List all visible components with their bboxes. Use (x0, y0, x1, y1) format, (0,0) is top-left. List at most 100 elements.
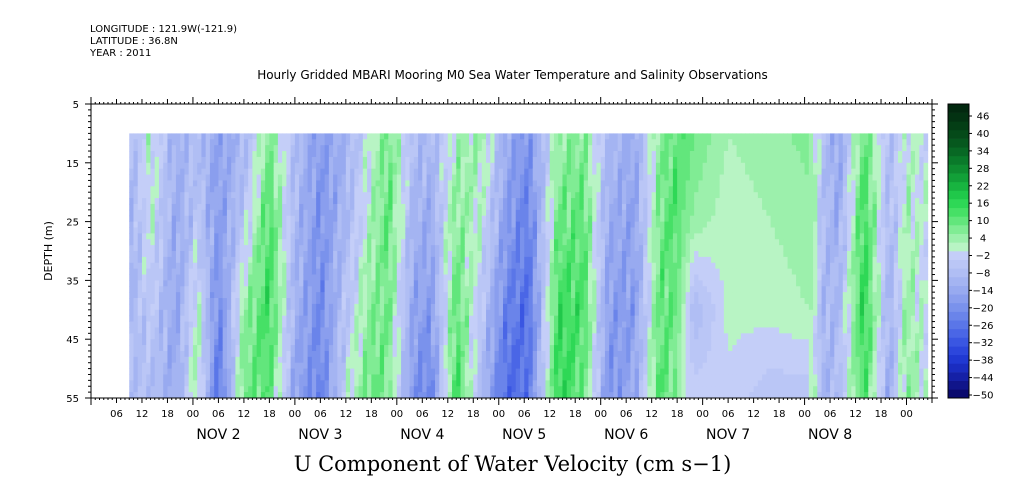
heatmap-cell (235, 151, 241, 158)
heatmap-cell (541, 356, 546, 364)
heatmap-cell (311, 180, 317, 187)
heatmap-cell (248, 145, 253, 152)
heatmap-cell (587, 286, 593, 293)
heatmap-cell (477, 386, 483, 393)
heatmap-cell (158, 151, 164, 158)
heatmap-cell (171, 256, 177, 264)
heatmap-cell (248, 133, 253, 140)
heatmap-cell (290, 345, 296, 352)
heatmap-cell (354, 180, 359, 187)
heatmap-cell (137, 251, 143, 258)
heatmap-cell (570, 151, 576, 158)
heatmap-cell (575, 374, 580, 381)
heatmap-cell (549, 168, 555, 175)
heatmap-cell (409, 333, 415, 340)
heatmap-cell (269, 192, 275, 199)
heatmap-cell (316, 180, 321, 187)
heatmap-cell (443, 268, 449, 275)
heatmap-cell (175, 221, 181, 228)
heatmap-cell (545, 192, 551, 199)
heatmap-cell (422, 168, 427, 175)
heatmap-cell (154, 192, 160, 199)
heatmap-cell (396, 156, 402, 164)
heatmap-cell (566, 145, 572, 152)
heatmap-cell (197, 374, 202, 381)
heatmap-cell (252, 209, 258, 217)
heatmap-cell (197, 192, 202, 199)
heatmap-cell (396, 392, 402, 398)
heatmap-cell (146, 239, 151, 246)
heatmap-cell (481, 392, 487, 398)
heatmap-cell (214, 303, 219, 311)
heatmap-cell (294, 156, 300, 164)
heatmap-cell (358, 203, 364, 211)
heatmap-cell (392, 262, 398, 270)
heatmap-cell (511, 286, 517, 293)
heatmap-cell (294, 321, 300, 328)
heatmap-cell (562, 303, 568, 311)
heatmap-cell (592, 274, 597, 281)
heatmap-cell (350, 262, 355, 270)
heatmap-cell (575, 209, 580, 217)
heatmap-cell (307, 151, 313, 158)
heatmap-cell (494, 162, 500, 170)
heatmap-cell (214, 392, 219, 398)
heatmap-cell (158, 356, 164, 364)
heatmap-cell (587, 345, 593, 352)
heatmap-cell (239, 209, 245, 217)
heatmap-cell (345, 180, 351, 187)
heatmap-cell (477, 162, 483, 170)
heatmap-cell (231, 145, 236, 152)
heatmap-cell (409, 368, 415, 375)
heatmap-cell (350, 151, 355, 158)
heatmap-cell (350, 286, 355, 293)
heatmap-cell (277, 262, 283, 270)
heatmap-cell (405, 315, 410, 322)
heatmap-cell (405, 215, 410, 222)
heatmap-cell (286, 227, 292, 234)
heatmap-cell (435, 298, 440, 305)
heatmap-cell (269, 245, 275, 252)
heatmap-cell (256, 350, 262, 358)
heatmap-cell (345, 256, 351, 264)
heatmap-cell (553, 368, 559, 375)
heatmap-cell (545, 186, 551, 193)
heatmap-cell (464, 321, 470, 328)
heatmap-cell (154, 374, 160, 381)
heatmap-cell (435, 251, 440, 258)
heatmap-cell (184, 133, 190, 140)
heatmap-cell (396, 356, 402, 364)
heatmap-cell (150, 339, 156, 346)
heatmap-cell (498, 327, 504, 334)
heatmap-cell (209, 292, 215, 299)
heatmap-cell (549, 186, 555, 193)
heatmap-cell (154, 392, 160, 398)
heatmap-cell (201, 162, 207, 170)
heatmap-cell (481, 356, 487, 364)
heatmap-cell (146, 245, 151, 252)
heatmap-cell (486, 156, 491, 164)
heatmap-cell (498, 374, 504, 381)
heatmap-cell (511, 174, 517, 181)
heatmap-cell (171, 315, 177, 322)
heatmap-cell (345, 162, 351, 170)
heatmap-cell (490, 233, 495, 240)
heatmap-cell (579, 156, 585, 164)
heatmap-cell (596, 198, 602, 205)
heatmap-cell (269, 292, 275, 299)
heatmap-cell (430, 368, 436, 375)
heatmap-cell (587, 256, 593, 264)
heatmap-cell (562, 251, 568, 258)
heatmap-cell (243, 309, 249, 317)
heatmap-cell (282, 298, 287, 305)
heatmap-cell (192, 239, 198, 246)
heatmap-cell (311, 162, 317, 170)
heatmap-cell (494, 315, 500, 322)
heatmap-cell (587, 209, 593, 217)
heatmap-cell (303, 133, 309, 140)
heatmap-cell (439, 186, 444, 193)
heatmap-cell (422, 280, 427, 287)
heatmap-cell (541, 203, 546, 211)
heatmap-cell (418, 321, 423, 328)
heatmap-cell (154, 321, 160, 328)
